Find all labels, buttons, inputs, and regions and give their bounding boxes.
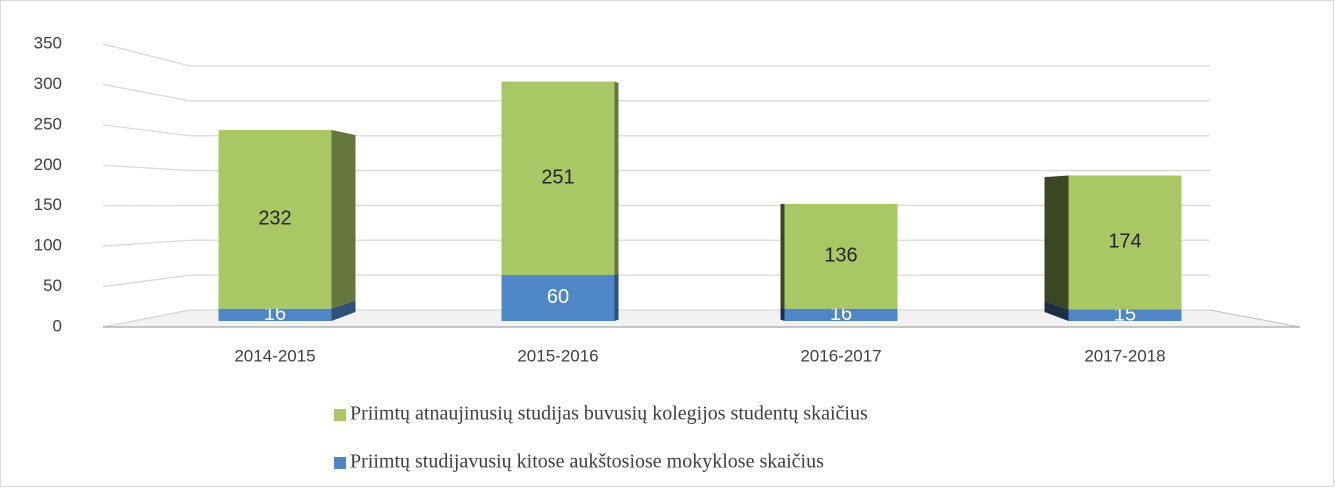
x-tick-label: 2016-2017 [800, 346, 881, 365]
y-tick-label: 200 [34, 155, 62, 174]
bar-side [614, 81, 619, 275]
bar-side [331, 300, 356, 321]
data-label: 251 [541, 166, 574, 188]
bar [218, 130, 332, 309]
bar [501, 81, 615, 275]
grid-line [102, 43, 1210, 67]
bar [1068, 175, 1182, 310]
legend-swatch [334, 409, 346, 421]
x-tick-label: 2014-2015 [234, 346, 315, 365]
legend-label: Priimtų studijavusių kitose aukštosiose … [350, 451, 824, 473]
x-tick-label: 2017-2018 [1084, 346, 1165, 365]
bar-side [331, 130, 356, 309]
legend-label: Priimtų atnaujinusių studijas buvusių ko… [350, 403, 868, 425]
data-label: 232 [258, 208, 291, 230]
data-label: 60 [547, 286, 569, 308]
y-tick-label: 150 [34, 195, 62, 214]
legend-swatch [334, 457, 346, 469]
bar-side [614, 273, 619, 321]
y-tick-label: 300 [34, 74, 62, 93]
data-label: 174 [1108, 231, 1141, 253]
bar-side [1044, 301, 1069, 321]
grid-line [102, 83, 1210, 102]
bar [501, 274, 615, 321]
bar [218, 308, 332, 321]
y-tick-label: 50 [43, 276, 62, 295]
bar-side [780, 203, 785, 309]
y-tick-label: 350 [34, 33, 62, 52]
bar [784, 308, 898, 321]
y-tick-label: 100 [34, 236, 62, 255]
bar [784, 203, 898, 309]
bar-side [1044, 175, 1069, 310]
grid-line [102, 164, 1210, 172]
x-tick-label: 2015-2016 [517, 346, 598, 365]
bar [1068, 309, 1182, 321]
y-tick-label: 0 [53, 316, 62, 335]
data-label: 136 [824, 245, 857, 267]
bar-side [780, 307, 785, 321]
y-tick-label: 250 [34, 114, 62, 133]
grid-line [102, 124, 1210, 137]
